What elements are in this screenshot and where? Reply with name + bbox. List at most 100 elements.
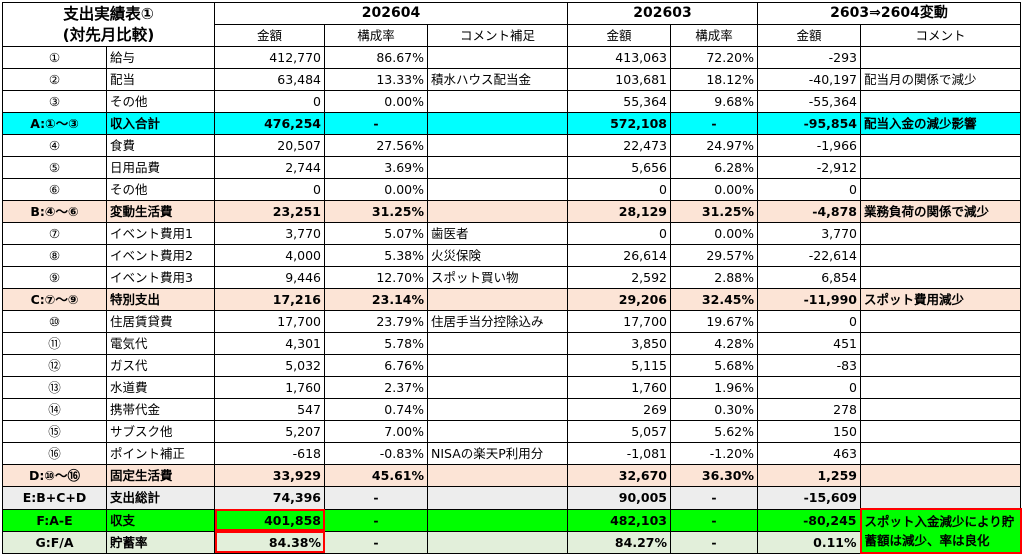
ratio-current: 5.07% — [324, 222, 428, 245]
ratio-previous: 31.25% — [670, 200, 758, 223]
period-previous: 202603 — [567, 2, 758, 25]
ratio-current: 7.00% — [324, 420, 428, 443]
item-name: イベント費用3 — [106, 266, 215, 289]
row-label: ⑨ — [2, 266, 107, 289]
note-cell — [427, 508, 568, 532]
item-name: 日用品費 — [106, 156, 215, 179]
amount-current: 0 — [214, 178, 325, 201]
row-label: ⑤ — [2, 156, 107, 179]
ratio-previous: 4.28% — [670, 332, 758, 355]
note-cell: 積水ハウス配当金 — [427, 68, 568, 91]
item-name: その他 — [106, 178, 215, 201]
comment-cell — [860, 156, 1021, 179]
comment-cell — [860, 90, 1021, 113]
ratio-current: 3.69% — [324, 156, 428, 179]
amount-previous: 22,473 — [567, 134, 671, 157]
col-ratio: 構成率 — [324, 24, 428, 47]
table-row: ② 配当 63,484 13.33% 積水ハウス配当金 103,681 18.12% -40,… — [2, 68, 1021, 91]
amount-diff: -4,878 — [757, 200, 861, 223]
ratio-current: 23.79% — [324, 310, 428, 333]
amount-previous: 26,614 — [567, 244, 671, 267]
amount-current: 4,000 — [214, 244, 325, 267]
col-ratio-prev: 構成率 — [670, 24, 758, 47]
ratio-current: 6.76% — [324, 354, 428, 377]
table-row: ⑥ その他 0 0.00% 0 0.00% 0 — [2, 178, 1021, 201]
row-label: ⑦ — [2, 222, 107, 245]
amount-current: 84.38% — [214, 530, 325, 554]
amount-diff: -55,364 — [757, 90, 861, 113]
amount-current: 5,032 — [214, 354, 325, 377]
ratio-previous: 18.12% — [670, 68, 758, 91]
table-row: ⑬ 水道費 1,760 2.37% 1,760 1.96% 0 — [2, 376, 1021, 399]
amount-current: 17,216 — [214, 288, 325, 311]
amount-current: 74,396 — [214, 486, 325, 510]
row-label: C:⑦～⑨ — [2, 288, 107, 311]
item-name: ガス代 — [106, 354, 215, 377]
col-comment: コメント — [860, 24, 1021, 47]
comment-cell: 配当月の関係で減少 — [860, 68, 1021, 91]
amount-diff: 451 — [757, 332, 861, 355]
table-row: ⑫ ガス代 5,032 6.76% 5,115 5.68% -83 — [2, 354, 1021, 377]
table-row: B:④～⑥ 変動生活費 23,251 31.25% 28,129 31.25% -4,878… — [2, 200, 1021, 223]
ratio-previous: - — [670, 530, 758, 554]
amount-previous: 28,129 — [567, 200, 671, 223]
ratio-previous: 0.00% — [670, 178, 758, 201]
note-cell: 歯医者 — [427, 222, 568, 245]
amount-previous: 2,592 — [567, 266, 671, 289]
table-row: ⑨ イベント費用3 9,446 12.70% スポット買い物 2,592 2.88% 6,85… — [2, 266, 1021, 289]
amount-previous: 5,115 — [567, 354, 671, 377]
row-label: ⑮ — [2, 420, 107, 443]
table-row: D:⑩～⑯ 固定生活費 33,929 45.61% 32,670 36.30% 1,259 — [2, 464, 1021, 487]
amount-previous: 0 — [567, 178, 671, 201]
ratio-current: - — [324, 530, 428, 554]
note-cell — [427, 530, 568, 554]
ratio-previous: 1.96% — [670, 376, 758, 399]
item-name: 食費 — [106, 134, 215, 157]
note-cell — [427, 420, 568, 443]
amount-diff: -40,197 — [757, 68, 861, 91]
note-cell — [427, 354, 568, 377]
row-label: ⑧ — [2, 244, 107, 267]
amount-current: 3,770 — [214, 222, 325, 245]
amount-previous: 5,656 — [567, 156, 671, 179]
ratio-current: - — [324, 112, 428, 135]
ratio-previous: 5.68% — [670, 354, 758, 377]
period-current: 202604 — [214, 2, 568, 25]
comment-cell — [860, 46, 1021, 69]
amount-previous: 55,364 — [567, 90, 671, 113]
note-cell — [427, 134, 568, 157]
table-row: ⑮ サブスク他 5,207 7.00% 5,057 5.62% 150 — [2, 420, 1021, 443]
amount-diff: -11,990 — [757, 288, 861, 311]
amount-previous: 572,108 — [567, 112, 671, 135]
note-cell — [427, 464, 568, 487]
table-row: ⑤ 日用品費 2,744 3.69% 5,656 6.28% -2,912 — [2, 156, 1021, 179]
amount-previous: 413,063 — [567, 46, 671, 69]
ratio-previous: - — [670, 112, 758, 135]
amount-previous: 32,670 — [567, 464, 671, 487]
table-row: ⑧ イベント費用2 4,000 5.38% 火災保険 26,614 29.57% -22,61… — [2, 244, 1021, 267]
item-name: 貯蓄率 — [106, 530, 215, 554]
period-diff: 2603⇒2604変動 — [757, 2, 1021, 25]
amount-diff: 0 — [757, 178, 861, 201]
amount-previous: 84.27% — [567, 530, 671, 554]
table-row: ⑯ ポイント補正 -618 -0.83% NISAの楽天P利用分 -1,081 -1.20%… — [2, 442, 1021, 465]
table-row: ⑭ 携帯代金 547 0.74% 269 0.30% 278 — [2, 398, 1021, 421]
comment-cell — [860, 310, 1021, 333]
header-row-1: 支出実績表① (対先月比較) 202604 202603 2603⇒2604変動 — [2, 2, 1021, 47]
ratio-current: 86.67% — [324, 46, 428, 69]
table-row: ⑦ イベント費用1 3,770 5.07% 歯医者 0 0.00% 3,770 — [2, 222, 1021, 245]
amount-current: 20,507 — [214, 134, 325, 157]
item-name: 支出総計 — [106, 486, 215, 510]
amount-previous: 0 — [567, 222, 671, 245]
ratio-current: 0.74% — [324, 398, 428, 421]
row-label: D:⑩～⑯ — [2, 464, 107, 487]
amount-previous: 5,057 — [567, 420, 671, 443]
amount-diff: -22,614 — [757, 244, 861, 267]
amount-previous: 17,700 — [567, 310, 671, 333]
ratio-current: 13.33% — [324, 68, 428, 91]
comment-cell — [860, 222, 1021, 245]
note-cell: NISAの楽天P利用分 — [427, 442, 568, 465]
row-label: ② — [2, 68, 107, 91]
amount-current: 547 — [214, 398, 325, 421]
item-name: イベント費用2 — [106, 244, 215, 267]
